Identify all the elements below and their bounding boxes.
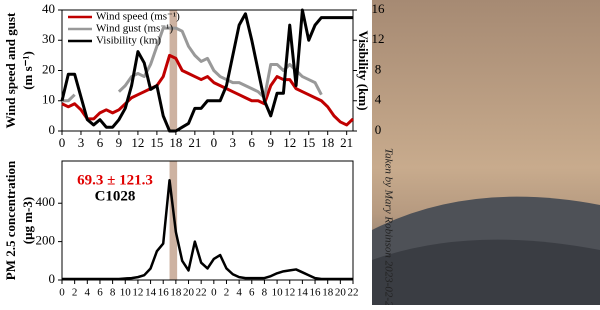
x-tick-label: 21: [188, 135, 201, 150]
x-tick-label: 16: [310, 287, 322, 299]
x-tick-label: 6: [97, 287, 103, 299]
series-line: [62, 26, 323, 103]
y-axis-label: PM 2.5 concentration: [3, 160, 18, 280]
x-tick-label: 14: [297, 287, 309, 299]
series-line: [62, 178, 353, 281]
x-tick-label: 6: [249, 287, 255, 299]
legend-label: Visibility (km): [96, 35, 161, 47]
y-tick-label: 20: [42, 61, 55, 76]
x-tick-label: 20: [183, 287, 195, 299]
y2-tick-label: 4: [375, 92, 382, 107]
annotation: 69.3 ± 121.3: [77, 172, 153, 188]
x-tick-label: 12: [131, 135, 144, 150]
x-tick-label: 3: [230, 135, 237, 150]
legend-label: Wind gust (ms⁻¹): [96, 23, 173, 35]
x-tick-label: 4: [236, 287, 242, 299]
x-tick-label: 9: [116, 135, 123, 150]
x-tick-label: 22: [196, 287, 207, 299]
x-tick-label: 20: [335, 287, 347, 299]
x-tick-label: 22: [348, 287, 359, 299]
x-tick-label: 8: [262, 287, 268, 299]
x-tick-label: 18: [321, 135, 334, 150]
dashboard-lower: [372, 239, 600, 305]
series-line: [61, 53, 355, 127]
x-tick-label: 14: [145, 287, 157, 299]
y-tick-label: 0: [49, 122, 56, 137]
x-tick-label: 16: [158, 287, 170, 299]
x-tick-label: 0: [59, 135, 66, 150]
x-tick-label: 0: [211, 287, 217, 299]
y-axis-label: Wind speed and gust: [3, 12, 18, 128]
x-tick-label: 6: [249, 135, 256, 150]
y-tick-label: 10: [42, 92, 55, 107]
x-tick-label: 6: [97, 135, 104, 150]
x-tick-label: 4: [85, 287, 91, 299]
y2-tick-label: 16: [372, 1, 386, 16]
y-axis-label: (μg m-3): [20, 197, 35, 244]
x-tick-label: 0: [211, 135, 218, 150]
x-tick-label: 9: [268, 135, 275, 150]
x-tick-label: 12: [132, 287, 143, 299]
x-tick-label: 12: [283, 135, 296, 150]
photo-caption: Taken by Mary Robinson 2023-02-26: [382, 148, 394, 305]
x-tick-label: 10: [120, 287, 132, 299]
y-axis-label: (m s⁻¹): [20, 51, 35, 90]
x-tick-label: 18: [322, 287, 334, 299]
legend-label: Wind speed (ms⁻¹): [96, 11, 180, 23]
series-line: [60, 8, 353, 133]
y2-tick-label: 12: [372, 31, 385, 46]
x-tick-label: 18: [170, 287, 182, 299]
x-tick-label: 15: [302, 135, 315, 150]
x-tick-label: 2: [72, 287, 78, 299]
highlight-band: [169, 10, 178, 131]
x-tick-label: 18: [169, 135, 182, 150]
y2-tick-label: 0: [375, 122, 382, 137]
y2-tick-label: 8: [375, 61, 382, 76]
y-tick-label: 400: [36, 194, 56, 209]
y-tick-label: 30: [42, 31, 55, 46]
x-tick-label: 0: [59, 287, 65, 299]
plot-frame: [61, 160, 354, 281]
y-tick-label: 0: [49, 271, 56, 286]
x-tick-label: 8: [110, 287, 116, 299]
x-tick-label: 12: [284, 287, 295, 299]
annotation: C1028: [95, 188, 136, 204]
x-tick-label: 21: [340, 135, 353, 150]
y-tick-label: 200: [36, 233, 56, 248]
x-tick-label: 2: [224, 287, 230, 299]
x-tick-label: 3: [78, 135, 85, 150]
x-tick-label: 10: [272, 287, 284, 299]
y-tick-label: 40: [42, 1, 55, 16]
x-tick-label: 15: [150, 135, 163, 150]
y2-axis-label: Visibility (km): [356, 30, 371, 110]
